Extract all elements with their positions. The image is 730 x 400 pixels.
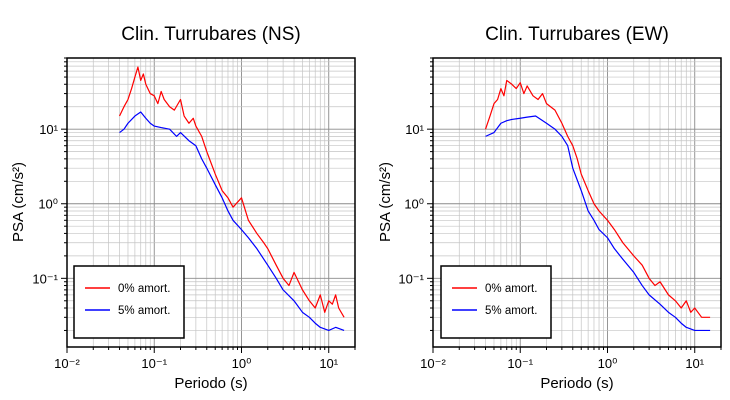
y-tick-label-ns: 10⁻¹ bbox=[32, 271, 58, 286]
y-tick-label-ns: 10⁰ bbox=[38, 197, 58, 212]
legend-ew: 0% amort. 5% amort. bbox=[440, 265, 552, 339]
y-axis-label-ns: PSA (cm/s²) bbox=[10, 162, 27, 242]
chart-panel-ew: 10⁻² 10⁻¹ 10⁰ 10¹ 10⁻¹ 10⁰ 10¹ Clin. Turrubare… bbox=[377, 24, 722, 392]
ticks-ew: 10⁻² 10⁻¹ 10⁰ 10¹ 10⁻¹ 10⁰ 10¹ bbox=[398, 57, 722, 371]
x-tick-label-ns: 10⁻² bbox=[54, 356, 80, 371]
plot-frame-ew bbox=[432, 57, 722, 348]
series-line-5pct-ns bbox=[119, 111, 345, 332]
y-tick-label-ns: 10¹ bbox=[39, 122, 58, 137]
legend-ns: 0% amort. 5% amort. bbox=[73, 265, 185, 339]
chart-panel-ns: 10⁻² 10⁻¹ 10⁰ 10¹ 10⁻¹ 10⁰ 10¹ Clin. Turrubare… bbox=[10, 24, 356, 392]
x-axis-label-ew: Periodo (s) bbox=[540, 375, 613, 392]
legend-box-ns bbox=[73, 265, 185, 339]
x-tick-label-ns: 10¹ bbox=[319, 356, 338, 371]
legend-label-0pct-ew: 0% amort. bbox=[485, 283, 537, 295]
x-tick-label-ew: 10⁰ bbox=[598, 356, 618, 371]
legend-box-ew bbox=[440, 265, 552, 339]
x-tick-label-ns: 10⁰ bbox=[232, 356, 252, 371]
plot-frame-ns bbox=[66, 57, 356, 348]
x-tick-label-ew: 10⁻² bbox=[420, 356, 446, 371]
chart-title-ew: Clin. Turrubares (EW) bbox=[485, 24, 669, 45]
x-tick-label-ns: 10⁻¹ bbox=[141, 356, 167, 371]
y-tick-label-ew: 10⁻¹ bbox=[398, 271, 424, 286]
legend-label-5pct-ew: 5% amort. bbox=[485, 305, 537, 317]
series-group-ew bbox=[484, 79, 711, 332]
grid-ns bbox=[66, 57, 356, 347]
x-axis-label-ns: Periodo (s) bbox=[174, 375, 247, 392]
legend-label-0pct-ns: 0% amort. bbox=[118, 283, 170, 295]
chart-title-ns: Clin. Turrubares (NS) bbox=[121, 24, 301, 45]
series-line-5pct-ew bbox=[485, 115, 711, 332]
ticks-ns: 10⁻² 10⁻¹ 10⁰ 10¹ 10⁻¹ 10⁰ 10¹ bbox=[32, 57, 356, 371]
legend-label-5pct-ns: 5% amort. bbox=[118, 305, 170, 317]
y-tick-label-ew: 10¹ bbox=[405, 122, 424, 137]
x-tick-label-ew: 10¹ bbox=[685, 356, 704, 371]
series-line-0pct-ns bbox=[118, 66, 345, 318]
x-tick-label-ew: 10⁻¹ bbox=[507, 356, 533, 371]
series-group-ns bbox=[118, 66, 345, 332]
series-line-0pct-ew bbox=[484, 79, 711, 318]
y-tick-label-ew: 10⁰ bbox=[404, 197, 424, 212]
y-axis-label-ew: PSA (cm/s²) bbox=[377, 162, 394, 242]
